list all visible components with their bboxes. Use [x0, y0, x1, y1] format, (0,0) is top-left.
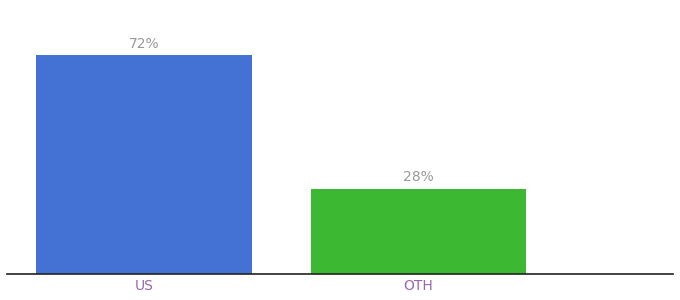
Bar — [36, 56, 252, 274]
Text: 28%: 28% — [403, 170, 434, 184]
Bar — [311, 189, 526, 274]
Text: 72%: 72% — [129, 37, 159, 51]
